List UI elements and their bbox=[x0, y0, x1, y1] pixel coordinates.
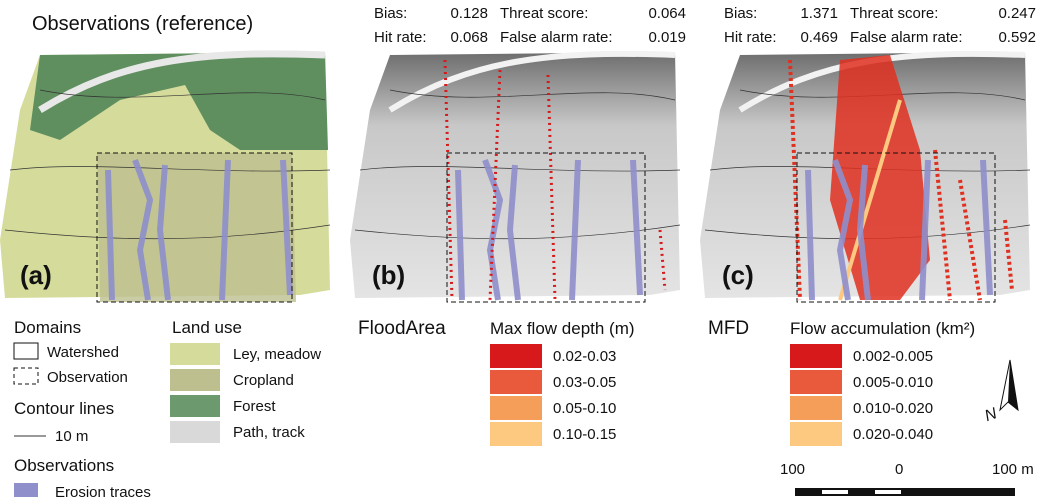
observation-symbol bbox=[14, 368, 38, 384]
legend-item: Path, track bbox=[233, 424, 305, 441]
page: Observations (reference) (a) (b) (c) N 1… bbox=[0, 0, 1044, 499]
legend-item: 0.010-0.020 bbox=[853, 400, 933, 417]
stat-name: Bias: bbox=[724, 5, 757, 22]
ramp-swatch bbox=[790, 370, 842, 394]
figure: Observations (reference) (a) (b) (c) N 1… bbox=[0, 0, 1044, 499]
scale-label: 100 m bbox=[992, 461, 1034, 478]
stat-name: Threat score: bbox=[850, 5, 938, 22]
legend-item: 0.002-0.005 bbox=[853, 348, 933, 365]
panel-label: (b) bbox=[372, 260, 405, 290]
panel-title: Observations (reference) bbox=[32, 13, 253, 35]
legend-title: Flow accumulation (km²) bbox=[790, 319, 975, 338]
stat-value: 0.128 bbox=[450, 5, 488, 22]
legend-item: 0.03-0.05 bbox=[553, 374, 616, 391]
stat-value: 0.469 bbox=[800, 29, 838, 46]
legend-title: Land use bbox=[172, 318, 242, 337]
scale-label: 0 bbox=[895, 461, 903, 478]
stat-value: 0.064 bbox=[648, 5, 686, 22]
stat-value: 0.592 bbox=[998, 29, 1036, 46]
legend-item: 0.02-0.03 bbox=[553, 348, 616, 365]
stat-name: Bias: bbox=[374, 5, 407, 22]
legend-item: 10 m bbox=[55, 428, 88, 445]
stat-name: Hit rate: bbox=[724, 29, 777, 46]
legend-item: 0.10-0.15 bbox=[553, 426, 616, 443]
stat-name: False alarm rate: bbox=[850, 29, 963, 46]
panel-label: (c) bbox=[722, 260, 754, 290]
legend-title: Contour lines bbox=[14, 399, 114, 418]
legend-item: 0.020-0.040 bbox=[853, 426, 933, 443]
stat-name: Hit rate: bbox=[374, 29, 427, 46]
stat-value: 0.068 bbox=[450, 29, 488, 46]
land-use-swatch bbox=[170, 395, 220, 417]
land-use-swatch bbox=[170, 369, 220, 391]
model-name: FloodArea bbox=[358, 318, 446, 339]
scale-label: 100 bbox=[780, 461, 805, 478]
panel-label: (a) bbox=[20, 260, 52, 290]
legend-title: Observations bbox=[14, 456, 114, 475]
stat-name: Threat score: bbox=[500, 5, 588, 22]
ramp-swatch bbox=[790, 344, 842, 368]
legend-title: Domains bbox=[14, 318, 81, 337]
watershed-symbol bbox=[14, 343, 38, 359]
legend-item: 0.05-0.10 bbox=[553, 400, 616, 417]
legend-item: Erosion traces bbox=[55, 484, 151, 499]
legend-title: Max flow depth (m) bbox=[490, 319, 635, 338]
north-arrow: N bbox=[983, 360, 1018, 425]
ramp-swatch bbox=[490, 344, 542, 368]
land-use-swatch bbox=[170, 421, 220, 443]
north-label: N bbox=[983, 405, 1000, 425]
stat-value: 1.371 bbox=[800, 5, 838, 22]
stat-value: 0.247 bbox=[998, 5, 1036, 22]
scale-bar: 100 0 100 m bbox=[780, 461, 1034, 496]
stat-value: 0.019 bbox=[648, 29, 686, 46]
ramp-swatch bbox=[490, 370, 542, 394]
ramp-swatch bbox=[490, 422, 542, 446]
legend-item: 0.005-0.010 bbox=[853, 374, 933, 391]
ramp-swatch bbox=[490, 396, 542, 420]
legend-item: Forest bbox=[233, 398, 276, 415]
ramp-swatch bbox=[790, 396, 842, 420]
model-name: MFD bbox=[708, 318, 749, 339]
legend-item: Cropland bbox=[233, 372, 294, 389]
land-use-swatch bbox=[170, 343, 220, 365]
legend-item: Watershed bbox=[47, 344, 119, 361]
legend-item: Ley, meadow bbox=[233, 346, 321, 363]
erosion-symbol bbox=[14, 483, 38, 497]
legend-item: Observation bbox=[47, 369, 128, 386]
stat-name: False alarm rate: bbox=[500, 29, 613, 46]
cropland bbox=[97, 153, 296, 302]
ramp-swatch bbox=[790, 422, 842, 446]
